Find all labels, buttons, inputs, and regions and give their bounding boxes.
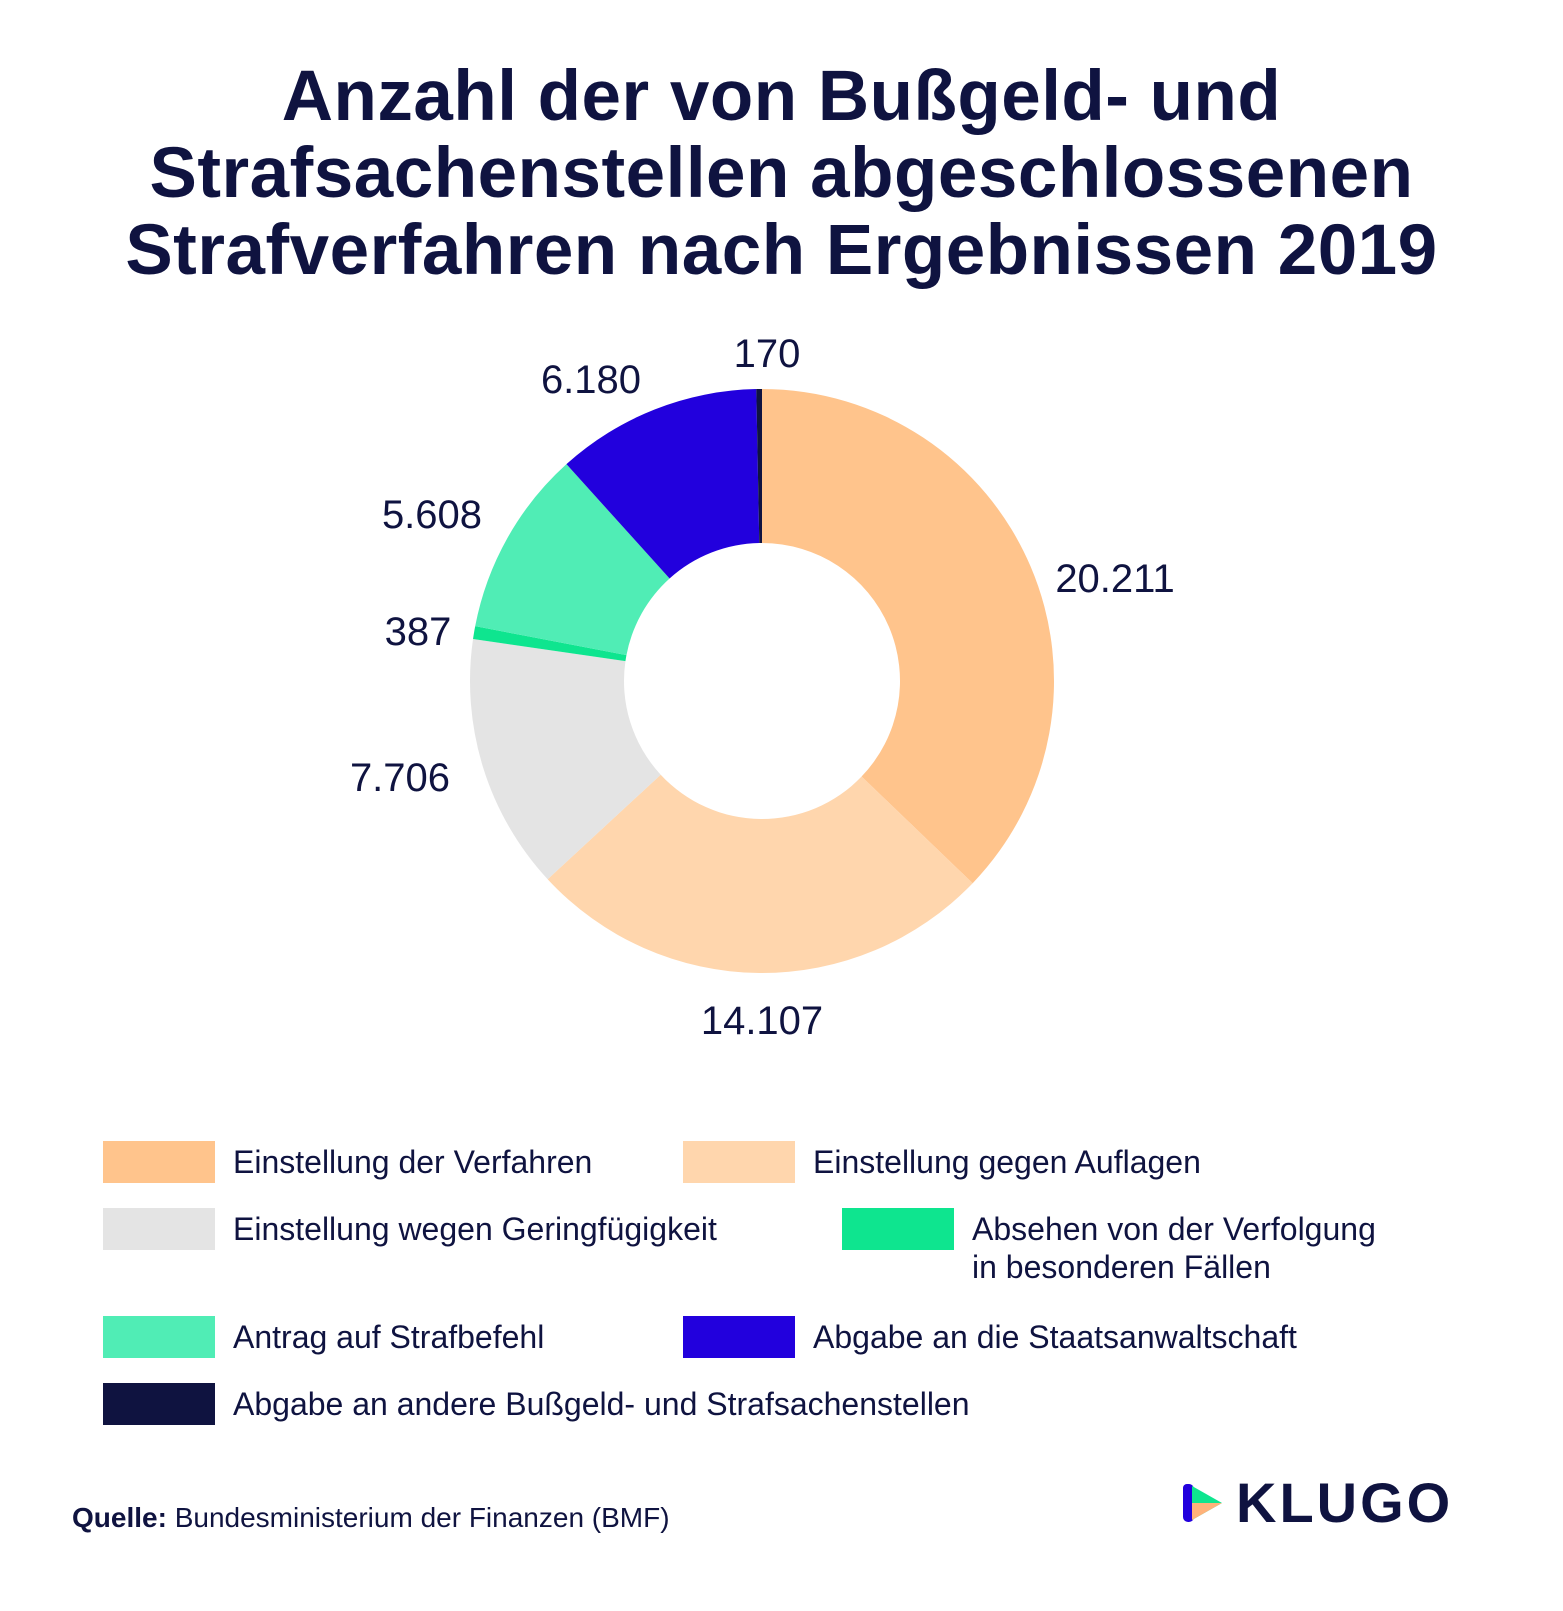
legend-swatch — [683, 1316, 795, 1358]
slice-value-label: 170 — [734, 332, 801, 376]
legend-label: Antrag auf Strafbefehl — [233, 1319, 545, 1355]
title-line-3: Strafverfahren nach Ergebnissen 2019 — [125, 211, 1438, 290]
legend-item-antrag-auf-strafbefehl: Antrag auf Strafbefehl — [103, 1316, 544, 1358]
legend-item-abgabe-an-die-staatsanwaltschaft: Abgabe an die Staatsanwaltschaft — [683, 1316, 1297, 1358]
legend-label: Einstellung der Verfahren — [233, 1144, 593, 1180]
slice-value-label: 14.107 — [701, 999, 823, 1043]
legend-swatch — [103, 1383, 215, 1425]
legend-label: Einstellung wegen Geringfügigkeit — [233, 1211, 717, 1247]
legend-label: Abgabe an die Staatsanwaltschaft — [813, 1319, 1297, 1355]
slice-value-label: 7.706 — [350, 756, 450, 800]
donut-slice-0 — [762, 389, 1054, 884]
legend-label-line-1: Absehen von der Verfolgung — [972, 1211, 1376, 1247]
legend-item-einstellung-gegen-auflagen: Einstellung gegen Auflagen — [683, 1141, 1201, 1183]
donut-slice-1 — [547, 774, 973, 974]
brand-name: KLUGO — [1236, 1471, 1454, 1534]
legend-label: Einstellung gegen Auflagen — [813, 1144, 1201, 1180]
title-line-2: Strafsachenstellen abgeschlossenen — [149, 134, 1414, 213]
chart-title: Anzahl der von Bußgeld- und Strafsachens… — [0, 58, 1563, 289]
source-text: Bundesministerium der Finanzen (BMF) — [166, 1502, 670, 1533]
slice-value-label: 6.180 — [541, 358, 641, 402]
slice-value-label: 387 — [385, 610, 452, 654]
slice-value-label: 5.608 — [382, 493, 482, 537]
donut-slice-5 — [566, 389, 760, 579]
legend-swatch — [683, 1141, 795, 1183]
source-label: Quelle: — [72, 1502, 167, 1533]
play-triangle-logo-icon — [1183, 1483, 1222, 1522]
brand-logo: KLUGO — [1180, 1470, 1453, 1535]
donut-slice-3 — [473, 626, 627, 662]
legend-item-absehen-von-der-verfolgung: Absehen von der Verfolgung in besonderen… — [842, 1208, 1376, 1286]
donut-slice-4 — [475, 464, 670, 656]
title-line-1: Anzahl der von Bußgeld- und — [281, 57, 1282, 136]
legend-swatch — [842, 1208, 954, 1250]
legend-swatch — [103, 1141, 215, 1183]
source-note: Quelle: Bundesministerium der Finanzen (… — [72, 1502, 670, 1534]
legend-label-line-2: in besonderen Fällen — [972, 1249, 1271, 1285]
legend-item-einstellung-der-verfahren: Einstellung der Verfahren — [103, 1141, 592, 1183]
legend-label: Abgabe an andere Bußgeld- und Strafsache… — [233, 1386, 970, 1422]
donut-slice-6 — [756, 389, 762, 544]
legend-item-abgabe-an-andere-stellen: Abgabe an andere Bußgeld- und Strafsache… — [103, 1383, 970, 1425]
legend-item-einstellung-wegen-geringfuegigkeit: Einstellung wegen Geringfügigkeit — [103, 1208, 717, 1250]
legend-label: Absehen von der Verfolgung in besonderen… — [972, 1208, 1376, 1286]
legend-swatch — [103, 1316, 215, 1358]
donut-chart: 20.211 14.107 7.706 387 5.608 6.180 170 — [350, 332, 1175, 1043]
slice-value-label: 20.211 — [1055, 557, 1174, 601]
legend-swatch — [103, 1208, 215, 1250]
donut-slice-2 — [470, 639, 661, 880]
